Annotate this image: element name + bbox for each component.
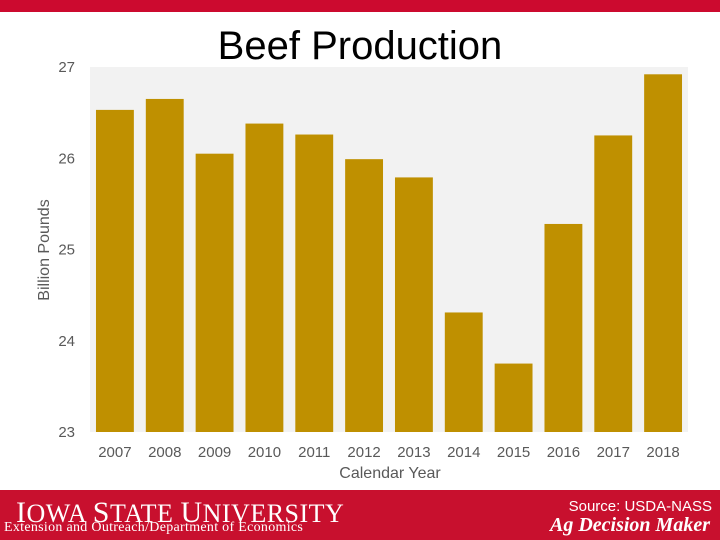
x-tick-label: 2016	[547, 444, 580, 461]
x-tick-labels: 2007 2008 2009 2010 2011 2012 2013 2014 2015 2016…	[98, 444, 680, 461]
y-tick-label: 23	[58, 424, 75, 441]
bars	[95, 74, 683, 433]
x-tick-label: 2009	[198, 444, 231, 461]
ag-decision-maker-logo: Ag Decision Maker	[550, 514, 710, 536]
bar	[145, 98, 184, 432]
bar	[245, 123, 284, 432]
plot-background	[90, 67, 688, 432]
x-tick-label: 2007	[98, 444, 131, 461]
x-tick-label: 2011	[298, 444, 330, 461]
bar	[594, 135, 633, 432]
x-tick-label: 2012	[347, 444, 380, 461]
x-tick-label: 2013	[397, 444, 430, 461]
x-tick-label: 2008	[148, 444, 181, 461]
bar	[394, 177, 433, 432]
x-tick-label: 2018	[646, 444, 679, 461]
department-text: Extension and Outreach/Department of Eco…	[4, 520, 304, 535]
y-tick-labels: 23 24 25 26 27	[58, 59, 75, 441]
footer-bar	[0, 490, 720, 540]
bar	[345, 159, 384, 432]
y-tick-label: 25	[58, 242, 75, 259]
bar	[444, 312, 483, 432]
bar	[95, 109, 134, 432]
y-tick-label: 24	[58, 333, 75, 350]
source-text: Source: USDA-NASS	[568, 498, 712, 515]
bar	[544, 223, 583, 432]
x-tick-label: 2017	[597, 444, 630, 461]
y-tick-label: 27	[58, 59, 75, 76]
x-axis-label: Calendar Year	[339, 465, 441, 482]
y-tick-label: 26	[58, 150, 75, 167]
x-tick-label: 2014	[447, 444, 480, 461]
bar	[644, 74, 683, 433]
x-tick-label: 2010	[248, 444, 281, 461]
top-accent-bar	[0, 0, 720, 12]
bar	[195, 153, 234, 432]
bar	[295, 134, 334, 432]
x-tick-label: 2015	[497, 444, 530, 461]
y-axis-label: Billion Pounds	[36, 199, 53, 300]
bar	[494, 363, 533, 432]
chart-title: Beef Production	[217, 24, 503, 68]
university-logo-text: IOWA STATE UNIVERSITY	[16, 496, 345, 529]
